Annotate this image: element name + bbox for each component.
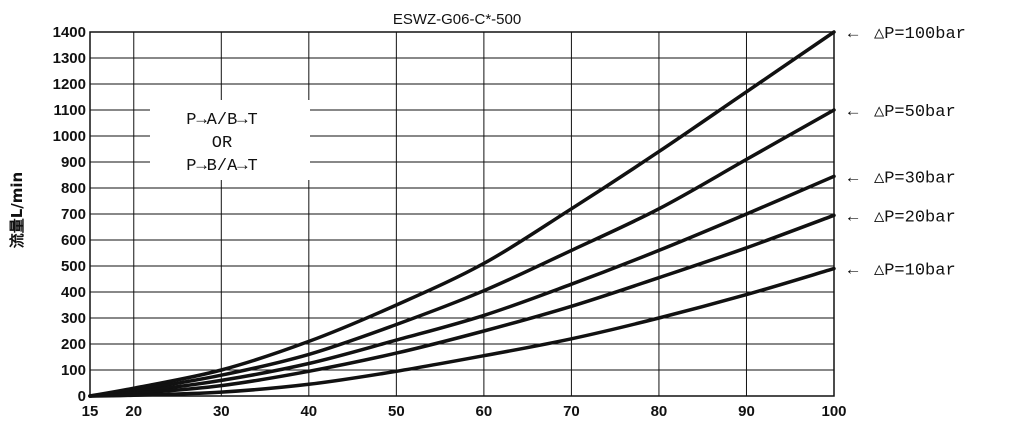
y-tick-label: 1300 <box>53 50 86 67</box>
x-tick-label: 30 <box>213 403 230 420</box>
direction-note: P→A/B→T OR P→B/A→T <box>150 100 310 180</box>
y-tick-label: 1200 <box>53 76 86 93</box>
y-tick-label: 200 <box>61 336 86 353</box>
y-tick-label: 1000 <box>53 128 86 145</box>
direction-note-line-1: P→A/B→T <box>186 111 257 130</box>
direction-note-line-2: OR <box>212 134 232 153</box>
chart-title: ESWZ-G06-C*-500 <box>393 11 521 28</box>
series-label: △P=10bar <box>874 262 956 281</box>
x-tick-label: 40 <box>300 403 317 420</box>
x-tick-label: 50 <box>388 403 405 420</box>
y-tick-label: 300 <box>61 310 86 327</box>
series-line-5 <box>88 266 836 398</box>
series-label: △P=50bar <box>874 103 956 122</box>
series-arrow: ← <box>848 169 859 188</box>
y-tick-label: 600 <box>61 232 86 249</box>
y-tick-label: 400 <box>61 284 86 301</box>
y-tick-label: 100 <box>61 362 86 379</box>
x-tick-label: 70 <box>563 403 580 420</box>
y-tick-label: 1400 <box>53 24 86 41</box>
grid-layer <box>89 31 835 397</box>
series-line-1 <box>88 30 836 398</box>
direction-note-line-3: P→B/A→T <box>186 157 257 176</box>
series-line-3 <box>88 174 836 398</box>
series-line-4 <box>88 213 836 398</box>
series-label: △P=100bar <box>874 25 966 44</box>
series-labels-layer: ← △P=100bar ← △P=50bar ← △P=30bar ← △P=20bar ← △P… <box>848 25 966 281</box>
direction-note-background <box>150 100 310 180</box>
y-tick-label: 1100 <box>53 102 86 119</box>
series-arrow: ← <box>848 103 859 122</box>
series-arrow: ← <box>848 262 859 281</box>
series-label: △P=20bar <box>874 208 956 227</box>
series-label: △P=30bar <box>874 169 956 188</box>
x-tick-label: 15 <box>82 403 99 420</box>
x-tick-label: 20 <box>125 403 142 420</box>
x-tick-label: 60 <box>476 403 493 420</box>
axis-layer: 0 100 200 300 400 500 600 700 800 900 1000 1100 1200… <box>53 24 847 420</box>
series-line-2 <box>88 108 836 398</box>
y-tick-label: 900 <box>61 154 86 171</box>
series-arrow: ← <box>848 208 859 227</box>
x-tick-label: 90 <box>738 403 755 420</box>
curves-layer <box>88 30 836 398</box>
y-tick-label: 500 <box>61 258 86 275</box>
x-tick-label: 80 <box>651 403 668 420</box>
series-arrow: ← <box>848 25 859 44</box>
y-axis-label: 流量L/min <box>8 172 26 249</box>
y-tick-label: 0 <box>78 388 86 405</box>
x-tick-label: 100 <box>821 403 846 420</box>
y-tick-label: 800 <box>61 180 86 197</box>
y-tick-label: 700 <box>61 206 86 223</box>
